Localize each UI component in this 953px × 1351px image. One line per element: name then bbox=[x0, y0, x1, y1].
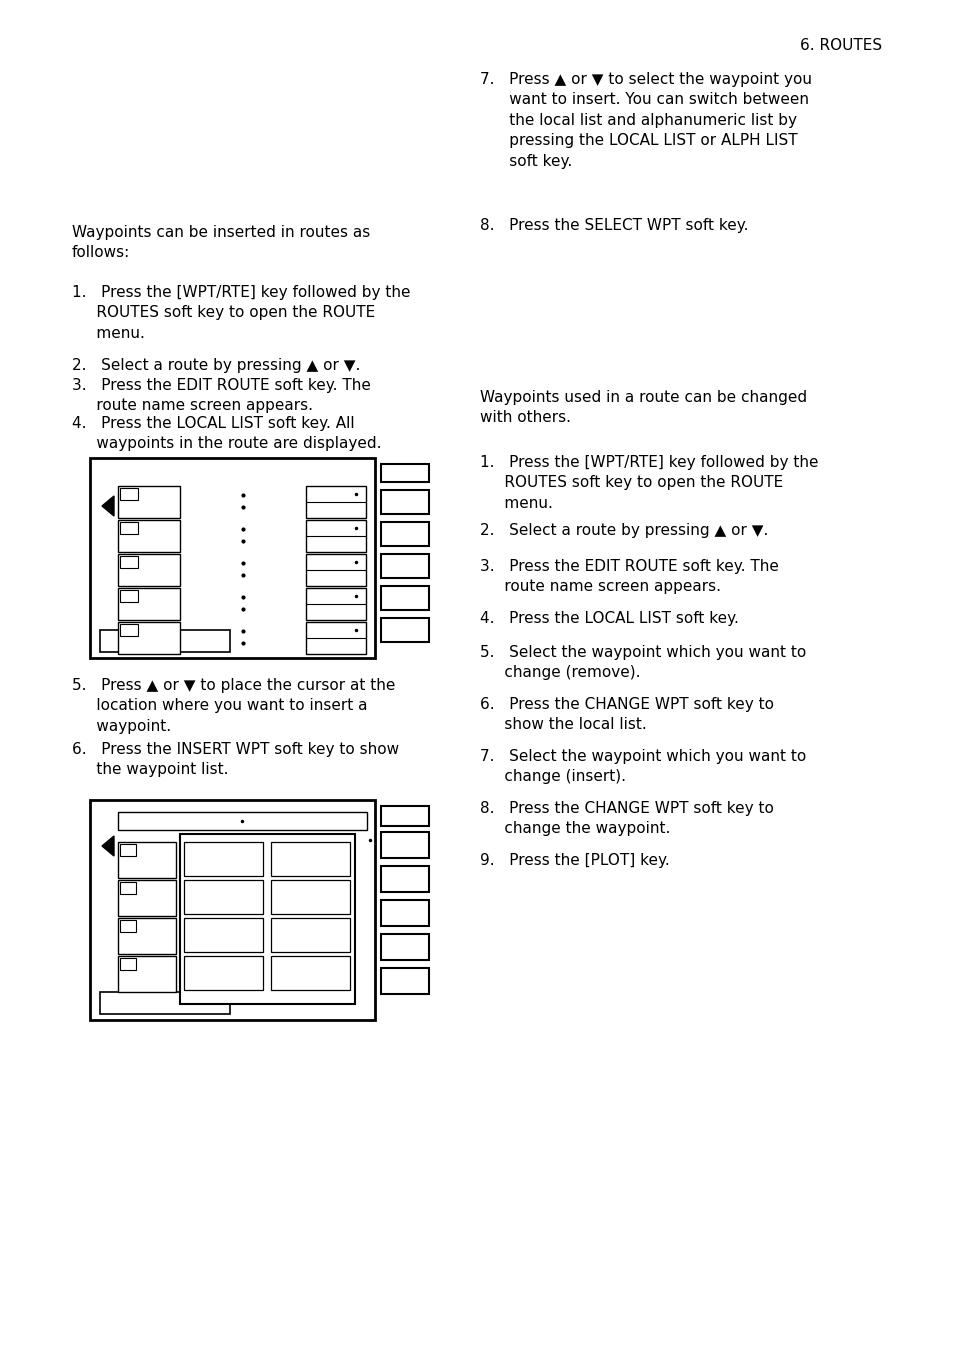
Bar bbox=[120, 521, 138, 534]
Bar bbox=[118, 486, 180, 517]
Bar bbox=[118, 520, 180, 553]
Text: 6. ROUTES: 6. ROUTES bbox=[799, 38, 882, 53]
Bar bbox=[118, 880, 175, 916]
Bar bbox=[306, 621, 366, 654]
Bar bbox=[380, 521, 429, 546]
Text: 5.   Select the waypoint which you want to
     change (remove).: 5. Select the waypoint which you want to… bbox=[479, 644, 805, 681]
Text: 2.   Select a route by pressing ▲ or ▼.: 2. Select a route by pressing ▲ or ▼. bbox=[71, 358, 360, 373]
Bar bbox=[118, 812, 367, 830]
Bar bbox=[184, 917, 263, 952]
Text: 1.   Press the [WPT/RTE] key followed by the
     ROUTES soft key to open the RO: 1. Press the [WPT/RTE] key followed by t… bbox=[479, 455, 818, 511]
Text: 3.   Press the EDIT ROUTE soft key. The
     route name screen appears.: 3. Press the EDIT ROUTE soft key. The ro… bbox=[479, 559, 778, 594]
Bar bbox=[380, 934, 429, 961]
Bar bbox=[306, 588, 366, 620]
Bar bbox=[271, 880, 350, 915]
Bar bbox=[380, 554, 429, 578]
Bar bbox=[118, 957, 175, 992]
Bar bbox=[120, 882, 136, 894]
Polygon shape bbox=[102, 836, 113, 857]
Text: 8.   Press the CHANGE WPT soft key to
     change the waypoint.: 8. Press the CHANGE WPT soft key to chan… bbox=[479, 801, 773, 836]
Bar bbox=[184, 957, 263, 990]
Bar bbox=[380, 463, 429, 482]
Bar bbox=[90, 458, 375, 658]
Bar bbox=[184, 880, 263, 915]
Text: 5.   Press ▲ or ▼ to place the cursor at the
     location where you want to ins: 5. Press ▲ or ▼ to place the cursor at t… bbox=[71, 678, 395, 734]
Bar bbox=[118, 842, 175, 878]
Text: 8.   Press the SELECT WPT soft key.: 8. Press the SELECT WPT soft key. bbox=[479, 218, 748, 232]
Bar bbox=[120, 624, 138, 636]
Bar bbox=[120, 844, 136, 857]
Bar bbox=[120, 557, 138, 567]
Bar bbox=[306, 486, 366, 517]
Bar bbox=[380, 832, 429, 858]
Bar bbox=[120, 590, 138, 603]
Bar bbox=[380, 807, 429, 825]
Bar bbox=[380, 900, 429, 925]
Bar bbox=[380, 866, 429, 892]
Bar bbox=[180, 834, 355, 1004]
Text: 6.   Press the INSERT WPT soft key to show
     the waypoint list.: 6. Press the INSERT WPT soft key to show… bbox=[71, 742, 398, 777]
Bar bbox=[271, 957, 350, 990]
Text: Waypoints can be inserted in routes as
follows:: Waypoints can be inserted in routes as f… bbox=[71, 226, 370, 261]
Bar bbox=[306, 554, 366, 586]
Text: 6.   Press the CHANGE WPT soft key to
     show the local list.: 6. Press the CHANGE WPT soft key to show… bbox=[479, 697, 773, 732]
Bar bbox=[100, 630, 230, 653]
Bar bbox=[120, 488, 138, 500]
Text: 3.   Press the EDIT ROUTE soft key. The
     route name screen appears.: 3. Press the EDIT ROUTE soft key. The ro… bbox=[71, 378, 371, 413]
Bar bbox=[380, 586, 429, 611]
Bar bbox=[380, 490, 429, 513]
Bar bbox=[118, 554, 180, 586]
Bar bbox=[380, 617, 429, 642]
Bar bbox=[118, 917, 175, 954]
Text: 4.   Press the LOCAL LIST soft key.: 4. Press the LOCAL LIST soft key. bbox=[479, 611, 739, 626]
Text: 1.   Press the [WPT/RTE] key followed by the
     ROUTES soft key to open the RO: 1. Press the [WPT/RTE] key followed by t… bbox=[71, 285, 410, 340]
Bar bbox=[380, 969, 429, 994]
Polygon shape bbox=[102, 496, 113, 516]
Bar bbox=[118, 588, 180, 620]
Bar bbox=[120, 920, 136, 932]
Text: Waypoints used in a route can be changed
with others.: Waypoints used in a route can be changed… bbox=[479, 390, 806, 426]
Bar bbox=[184, 842, 263, 875]
Text: 2.   Select a route by pressing ▲ or ▼.: 2. Select a route by pressing ▲ or ▼. bbox=[479, 523, 767, 538]
Bar bbox=[90, 800, 375, 1020]
Bar bbox=[118, 621, 180, 654]
Text: 7.   Press ▲ or ▼ to select the waypoint you
      want to insert. You can switc: 7. Press ▲ or ▼ to select the waypoint y… bbox=[479, 72, 811, 169]
Text: 9.   Press the [PLOT] key.: 9. Press the [PLOT] key. bbox=[479, 852, 669, 867]
Bar bbox=[120, 958, 136, 970]
Bar bbox=[271, 917, 350, 952]
Text: 4.   Press the LOCAL LIST soft key. All
     waypoints in the route are displaye: 4. Press the LOCAL LIST soft key. All wa… bbox=[71, 416, 381, 451]
Bar bbox=[271, 842, 350, 875]
Bar bbox=[100, 992, 230, 1015]
Text: 7.   Select the waypoint which you want to
     change (insert).: 7. Select the waypoint which you want to… bbox=[479, 748, 805, 785]
Bar bbox=[306, 520, 366, 553]
